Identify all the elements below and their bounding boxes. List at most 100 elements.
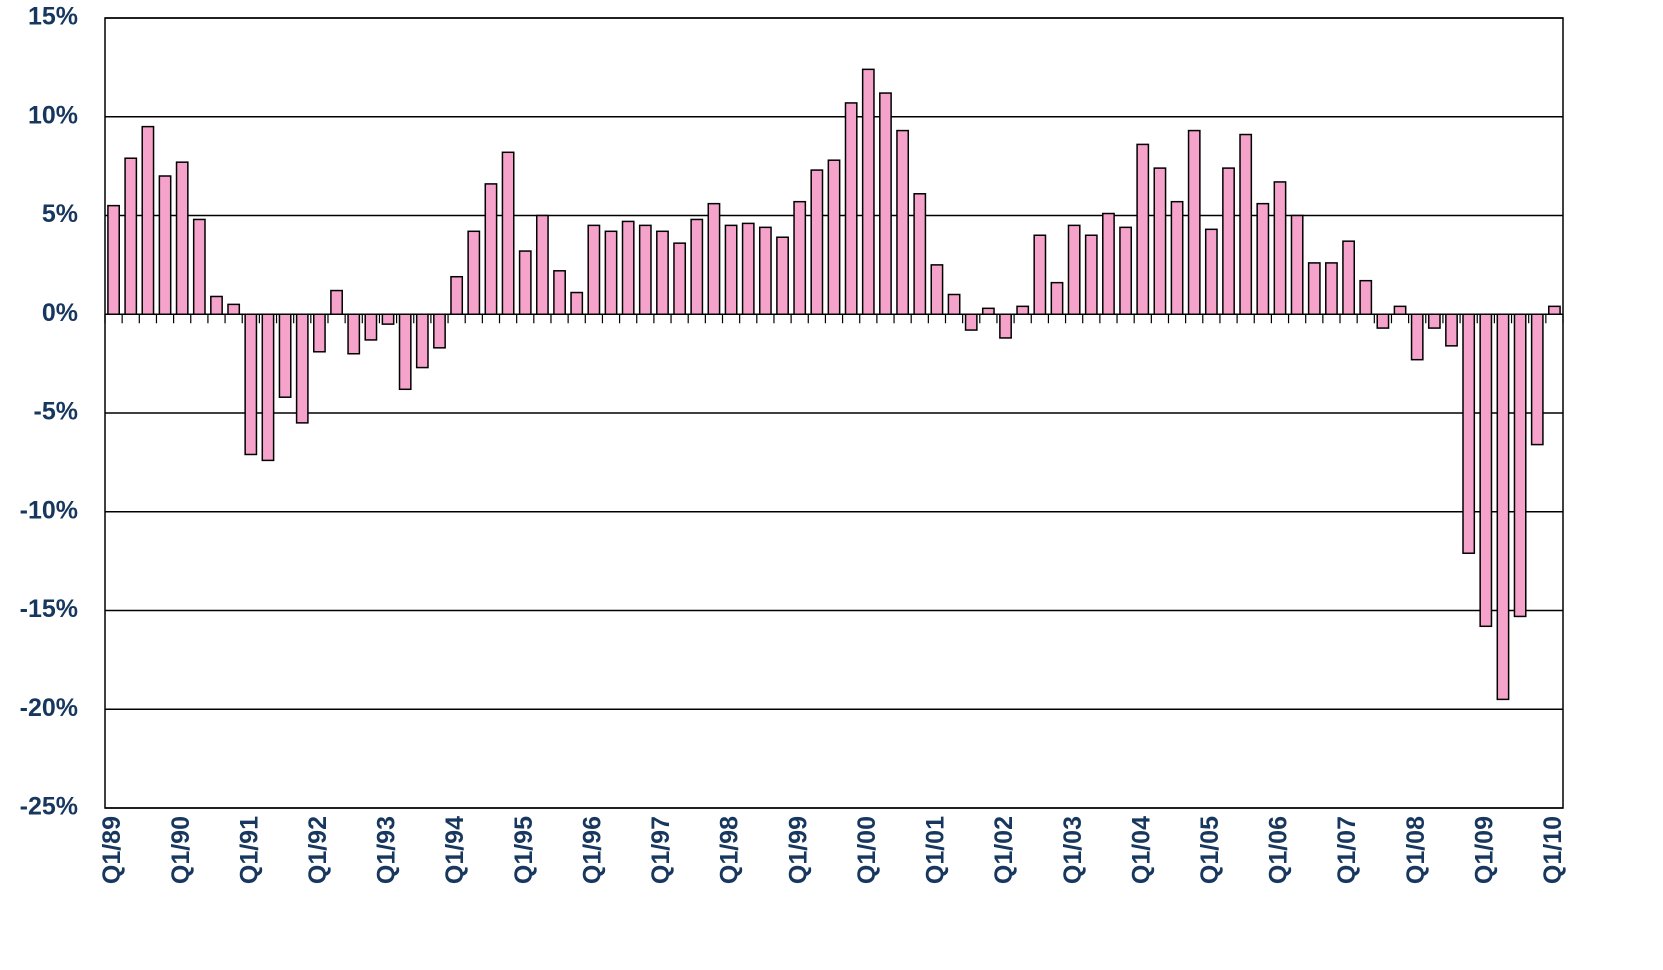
bar	[964, 313, 978, 331]
x-tick-label: Q1/91	[235, 816, 263, 884]
bar	[1462, 313, 1476, 554]
bar	[1170, 200, 1184, 315]
bar	[690, 218, 704, 315]
bar	[1342, 240, 1355, 315]
x-tick-label: Q1/05	[1196, 816, 1224, 884]
x-tick-label: Q1/03	[1059, 816, 1087, 884]
bar	[776, 236, 789, 316]
bar	[1033, 234, 1047, 315]
y-tick-label: 5%	[42, 200, 78, 228]
bar	[930, 264, 944, 315]
y-tick-label: -5%	[34, 398, 78, 426]
x-tick-label: Q1/90	[167, 816, 195, 884]
bar	[913, 193, 927, 315]
bar	[1376, 313, 1390, 329]
bar	[638, 224, 652, 315]
bar	[244, 313, 258, 456]
bar	[518, 250, 532, 316]
x-tick-label: Q1/96	[578, 816, 606, 884]
bar	[535, 214, 549, 315]
x-tick-label: Q1/10	[1539, 816, 1567, 884]
bar	[1016, 305, 1030, 316]
bar	[1393, 305, 1407, 316]
bar	[1256, 202, 1270, 315]
bar	[844, 102, 858, 315]
bar	[364, 313, 378, 341]
bar	[587, 224, 601, 315]
bar	[1427, 313, 1441, 329]
bar	[295, 313, 309, 424]
bar	[621, 220, 635, 315]
bar	[999, 313, 1012, 339]
bar	[553, 270, 566, 315]
bar	[604, 230, 618, 315]
y-tick-label: -25%	[20, 793, 78, 821]
x-tick-label: Q1/99	[784, 816, 812, 884]
x-tick-label: Q1/02	[990, 816, 1018, 884]
bar	[673, 242, 687, 315]
bar	[467, 230, 481, 315]
x-tick-label: Q1/97	[647, 816, 675, 884]
bar	[1119, 226, 1133, 316]
bar	[879, 92, 892, 315]
bar	[313, 313, 326, 353]
bar	[656, 230, 669, 315]
bar	[570, 291, 584, 315]
y-tick-label: -20%	[20, 694, 78, 722]
bar	[330, 289, 343, 315]
bar	[1307, 262, 1321, 315]
bar	[1050, 281, 1064, 315]
x-tick-label: Q1/01	[922, 816, 950, 884]
x-tick-label: Q1/04	[1127, 816, 1155, 884]
bar	[484, 183, 498, 315]
bar	[793, 200, 807, 315]
bar	[381, 313, 395, 325]
bar	[1479, 313, 1493, 628]
y-tick-label: -15%	[20, 595, 78, 623]
bar	[758, 226, 772, 316]
bar	[1222, 167, 1235, 315]
y-tick-label: 0%	[42, 299, 78, 327]
bar	[398, 313, 412, 391]
bar	[1067, 224, 1081, 315]
y-tick-label: -10%	[20, 496, 78, 524]
bar	[1204, 228, 1218, 315]
bar	[107, 204, 120, 315]
bar	[724, 224, 738, 315]
bar	[810, 169, 824, 315]
bar	[1530, 313, 1544, 446]
bar	[433, 313, 446, 349]
x-tick-label: Q1/07	[1333, 816, 1361, 884]
bar	[1187, 129, 1201, 315]
bar	[175, 161, 189, 315]
bar	[1325, 262, 1338, 315]
x-tick-label: Q1/06	[1265, 816, 1293, 884]
y-tick-label: 10%	[28, 101, 78, 129]
bar	[1239, 133, 1253, 315]
bar	[158, 175, 172, 315]
bar	[827, 159, 841, 315]
bar	[192, 218, 206, 315]
x-tick-label: Q1/00	[853, 816, 881, 884]
bar	[1084, 234, 1098, 315]
x-tick-label: Q1/92	[304, 816, 332, 884]
bar	[1153, 167, 1167, 315]
x-tick-label: Q1/98	[716, 816, 744, 884]
bar	[210, 295, 223, 316]
x-tick-label: Q1/09	[1470, 816, 1498, 884]
plot-border	[104, 17, 1564, 809]
bar	[896, 129, 910, 315]
bar	[1548, 305, 1561, 316]
bar	[1496, 313, 1510, 701]
bar	[141, 125, 155, 315]
bar	[1410, 313, 1424, 361]
bar	[227, 303, 241, 315]
bar	[415, 313, 429, 369]
x-tick-label: Q1/08	[1402, 816, 1430, 884]
bar	[861, 68, 875, 315]
x-tick-label: Q1/89	[98, 816, 126, 884]
bar	[347, 313, 361, 355]
x-tick-label: Q1/94	[441, 816, 469, 884]
bar	[1102, 212, 1115, 315]
